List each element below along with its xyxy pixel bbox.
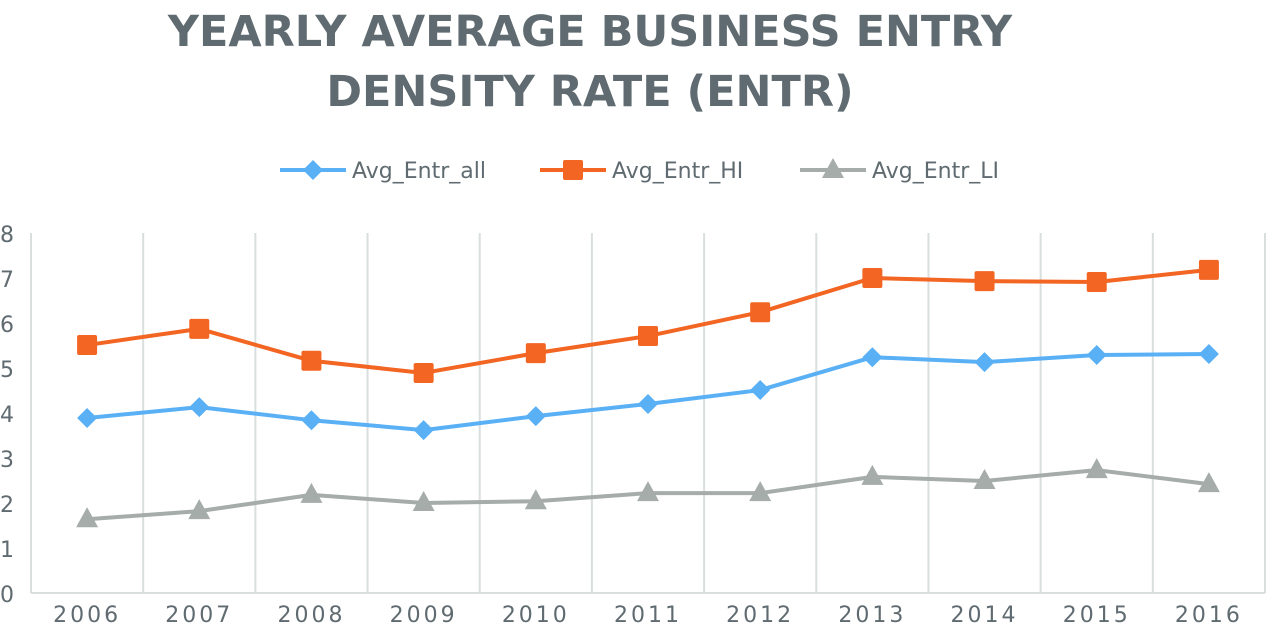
data-point-avg-entr-hi [77, 335, 98, 356]
data-point-avg-entr-hi [413, 362, 434, 383]
data-point-avg-entr-hi [638, 326, 658, 347]
data-point-avg-entr-all [638, 394, 658, 414]
legend-label-avg-entr-hi: Avg_Entr_HI [612, 159, 743, 184]
data-point-avg-entr-all [413, 420, 434, 441]
y-tick-label: 6 [0, 313, 14, 338]
y-tick-label: 7 [0, 268, 14, 293]
data-point-avg-entr-all [525, 406, 546, 427]
data-point-avg-entr-all [862, 347, 883, 368]
data-point-avg-entr-li [1197, 472, 1220, 493]
data-point-avg-entr-hi [1086, 272, 1107, 293]
y-tick-label: 8 [0, 223, 14, 248]
y-tick-label: 1 [0, 538, 14, 563]
data-point-avg-entr-li [76, 507, 99, 528]
data-point-avg-entr-li [412, 491, 435, 511]
data-point-avg-entr-all [1086, 344, 1107, 365]
data-point-avg-entr-hi [1198, 259, 1219, 280]
data-point-avg-entr-all [750, 380, 771, 401]
x-tick-label: 2013 [838, 603, 906, 627]
x-tick-label: 2012 [726, 603, 794, 627]
y-tick-label: 0 [0, 583, 14, 608]
data-point-avg-entr-hi [525, 343, 546, 364]
data-point-avg-entr-li [637, 481, 659, 502]
data-point-avg-entr-hi [301, 350, 322, 371]
x-tick-label: 2011 [614, 603, 682, 627]
y-tick-label: 4 [0, 403, 14, 428]
data-point-avg-entr-li [861, 464, 884, 485]
data-point-avg-entr-all [189, 397, 210, 418]
chart-title: YEARLY AVERAGE BUSINESS ENTRY DENSITY RA… [0, 2, 1180, 122]
x-tick-label: 2007 [165, 603, 233, 627]
data-point-avg-entr-all [77, 407, 98, 428]
legend-label-avg-entr-li: Avg_Entr_LI [872, 159, 999, 184]
data-point-avg-entr-all [974, 352, 995, 373]
legend-marker-avg-entr-all [303, 160, 323, 180]
chart-title-line-2: DENSITY RATE (ENTR) [326, 67, 854, 117]
chart-title-line-1: YEARLY AVERAGE BUSINESS ENTRY [167, 7, 1013, 57]
y-tick-label: 2 [0, 493, 14, 518]
x-tick-label: 2010 [502, 603, 570, 627]
data-point-avg-entr-all [1198, 344, 1219, 365]
data-point-avg-entr-li [1085, 458, 1108, 479]
data-point-avg-entr-all [301, 410, 322, 431]
legend-marker-avg-entr-hi [563, 160, 583, 180]
data-point-avg-entr-li [300, 482, 323, 503]
data-point-avg-entr-hi [862, 268, 883, 288]
x-tick-label: 2008 [277, 603, 345, 627]
legend-label-avg-entr-all: Avg_Entr_all [352, 159, 486, 184]
data-point-avg-entr-li [749, 481, 772, 502]
data-point-avg-entr-hi [750, 302, 771, 323]
x-tick-label: 2016 [1175, 603, 1243, 627]
y-tick-label: 5 [0, 358, 14, 383]
data-point-avg-entr-li [188, 499, 211, 520]
legend-marker-avg-entr-li [822, 158, 844, 178]
data-point-avg-entr-hi [189, 318, 210, 339]
x-tick-label: 2014 [951, 603, 1019, 627]
data-point-avg-entr-li [524, 489, 547, 510]
x-tick-label: 2015 [1063, 603, 1131, 627]
data-point-avg-entr-li [973, 468, 996, 489]
data-point-avg-entr-hi [974, 271, 995, 292]
x-tick-label: 2006 [53, 603, 121, 627]
y-tick-label: 3 [0, 448, 14, 473]
x-tick-label: 2009 [390, 603, 458, 627]
